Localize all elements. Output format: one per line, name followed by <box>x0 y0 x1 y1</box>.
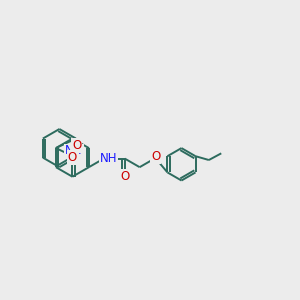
Text: O: O <box>151 150 160 163</box>
Text: O: O <box>72 139 82 152</box>
Text: NH: NH <box>100 152 117 165</box>
Text: O: O <box>120 170 129 183</box>
Text: O: O <box>68 151 77 164</box>
Text: NH: NH <box>65 145 83 158</box>
